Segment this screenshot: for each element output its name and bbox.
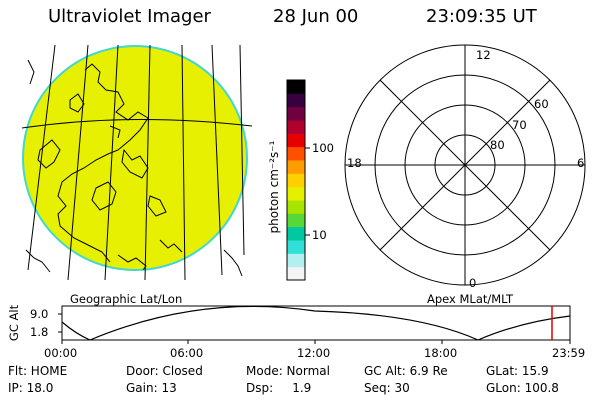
info-dsp: Dsp: 1.9 [246, 381, 312, 395]
colorbar-band [287, 200, 305, 214]
info-mode: Mode: Normal [246, 364, 330, 378]
info-door: Door: Closed [126, 364, 203, 378]
time-label: 23:09:35 UT [426, 6, 537, 27]
colorbar-band [287, 93, 305, 108]
geo-caption: Geographic Lat/Lon [70, 292, 183, 306]
colorbar-units: photon cm⁻²s⁻¹ [267, 140, 281, 234]
mlt-label-18: 18 [347, 156, 362, 170]
coastline [37, 63, 183, 270]
longitude-grid [27, 44, 245, 280]
date-label: 28 Jun 00 [273, 6, 359, 27]
colorbar-band [287, 186, 305, 201]
colorbar [286, 79, 310, 281]
colorbar-label-100: 100 [312, 141, 334, 155]
mlt-line-diag2 [379, 79, 551, 251]
info-glat: GLat: 15.9 [486, 364, 549, 378]
mlat-label-70: 70 [512, 118, 527, 132]
colorbar-frame [286, 79, 306, 281]
mlt-label-0: 0 [469, 276, 477, 290]
info-glon: GLon: 100.8 [486, 381, 559, 395]
polar-panel [344, 44, 586, 286]
orbit-ytick-label-9: 9.0 [30, 307, 49, 321]
orbit-plot [58, 305, 571, 344]
orbit-xtick-label-1800: 18:00 [424, 346, 458, 360]
orbit-ylabel: GC Alt [7, 304, 21, 342]
orbit-xtick-label-0000: 00:00 [44, 346, 78, 360]
mlat-label-60: 60 [534, 97, 549, 111]
colorbar-label-10: 10 [312, 228, 327, 242]
colorbar-band [287, 213, 305, 228]
colorbar-band [287, 226, 305, 241]
colorbar-band [287, 133, 305, 148]
orbit-plot-frame [61, 305, 571, 341]
colorbar-band [287, 266, 305, 281]
latitude-line [22, 118, 252, 129]
colorbar-band [287, 120, 305, 134]
mlat-label-80: 80 [490, 138, 505, 152]
info-ip: IP: 18.0 [8, 381, 54, 395]
colorbar-band [287, 160, 305, 174]
orbit-xtick-label-2359: 23:59 [552, 346, 586, 360]
mlt-label-12: 12 [476, 48, 491, 62]
colorbar-band [287, 253, 305, 268]
colorbar-band [287, 80, 305, 94]
colorbar-band [287, 173, 305, 188]
orbit-xtick-label-0600: 06:00 [170, 346, 204, 360]
coastline-outer [25, 59, 243, 277]
colorbar-band [287, 106, 305, 121]
info-flt: Flt: HOME [8, 364, 68, 378]
colorbar-band [287, 146, 305, 161]
orbit-xtick-label-1200: 12:00 [297, 346, 331, 360]
geographic-panel [22, 44, 252, 280]
mlt-label-6: 6 [577, 156, 585, 170]
colorbar-band [287, 240, 305, 254]
orbit-ytick-label-1_8: 1.8 [30, 325, 49, 339]
app-title: Ultraviolet Imager [48, 6, 211, 27]
info-gc-alt: GC Alt: 6.9 Re [364, 364, 448, 378]
polar-caption: Apex MLat/MLT [427, 292, 514, 306]
orbit-altitude-curve [61, 305, 571, 341]
info-seq: Seq: 30 [364, 381, 410, 395]
info-gain: Gain: 13 [126, 381, 177, 395]
